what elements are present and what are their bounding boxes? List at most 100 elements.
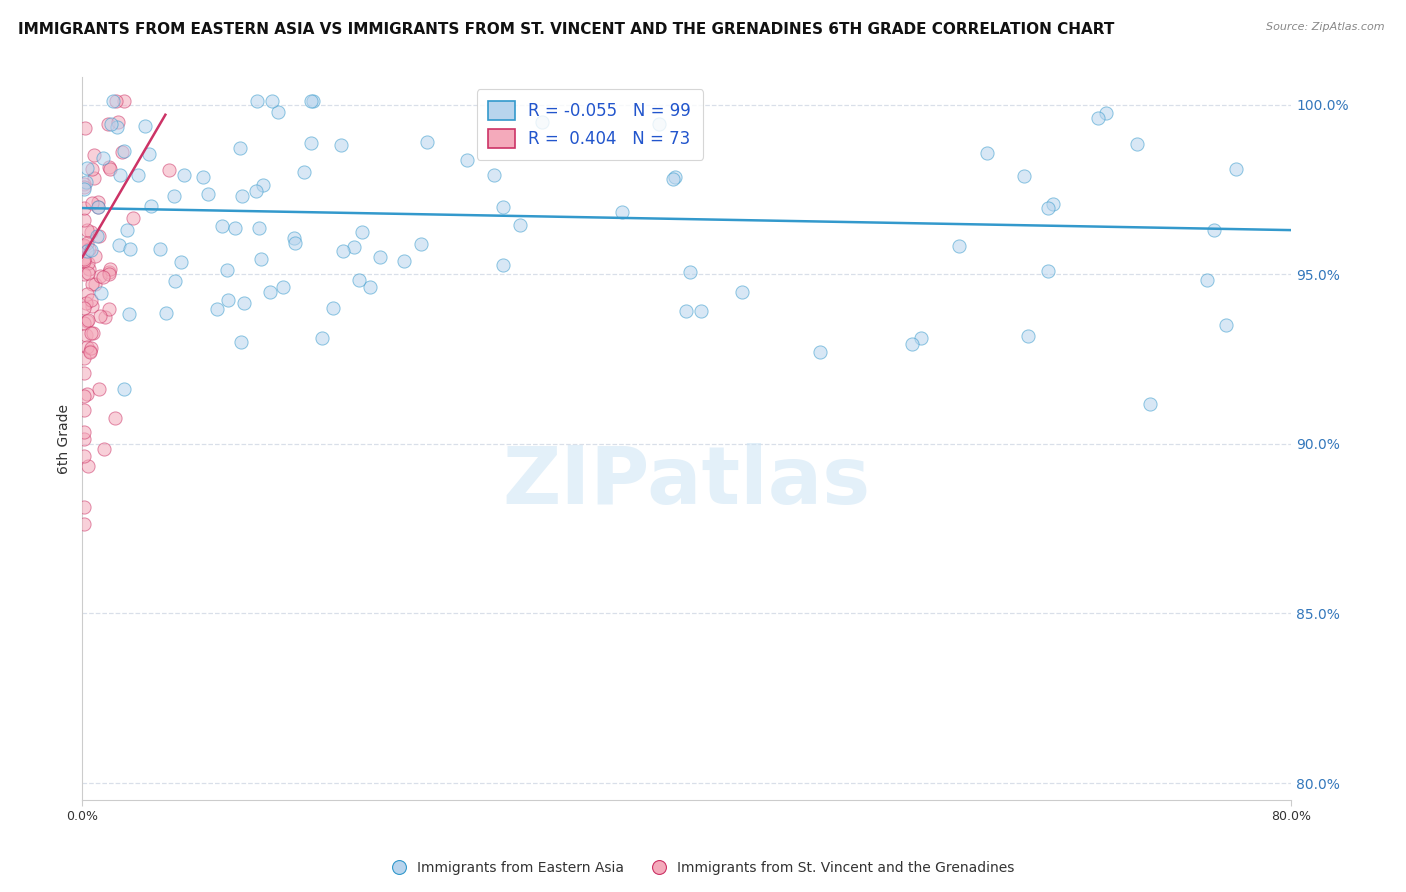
Point [482, 169, 505, 183]
Point [647, 117, 669, 131]
Point [83, 277, 105, 291]
Point [492, 200, 515, 214]
Point [1087, 112, 1109, 126]
Point [98, 162, 121, 177]
Point [77, 266, 100, 280]
Point [409, 237, 432, 252]
Point [901, 337, 924, 351]
Point [197, 187, 219, 202]
Point [87, 200, 110, 214]
Point [260, 94, 283, 108]
Point [112, 144, 135, 158]
Point [73, 182, 96, 196]
Point [731, 285, 754, 300]
Point [110, 168, 132, 182]
Point [224, 221, 246, 235]
Point [1017, 329, 1039, 343]
Point [73, 316, 96, 330]
Point [661, 172, 683, 186]
Point [392, 254, 415, 268]
Point [127, 168, 149, 182]
Point [98, 265, 121, 279]
Point [89, 268, 111, 283]
Point [678, 265, 700, 279]
Point [76, 255, 98, 269]
Point [87, 200, 110, 214]
Point [91, 151, 114, 165]
Point [217, 263, 239, 277]
Point [91, 270, 114, 285]
Point [73, 432, 96, 446]
Point [104, 94, 127, 108]
Point [1038, 201, 1060, 215]
Point [87, 195, 110, 210]
Point [138, 147, 160, 161]
Text: Source: ZipAtlas.com: Source: ZipAtlas.com [1267, 22, 1385, 32]
Point [217, 293, 239, 308]
Point [283, 230, 305, 244]
Point [73, 253, 96, 268]
Point [311, 331, 333, 345]
Point [249, 252, 271, 266]
Point [98, 262, 121, 277]
Point [89, 382, 111, 396]
Point [79, 344, 101, 359]
Point [134, 120, 156, 134]
Point [347, 273, 370, 287]
Point [675, 304, 697, 318]
Point [100, 117, 122, 131]
Point [211, 219, 233, 233]
Point [205, 301, 228, 316]
Point [1204, 223, 1226, 237]
Point [90, 285, 112, 300]
Point [77, 243, 100, 257]
Point [101, 94, 124, 108]
Point [105, 120, 128, 135]
Point [73, 180, 96, 194]
Point [247, 220, 270, 235]
Point [157, 162, 180, 177]
Point [79, 343, 101, 358]
Point [246, 94, 269, 108]
Point [193, 170, 215, 185]
Point [83, 148, 105, 162]
Point [73, 403, 96, 417]
Point [80, 161, 103, 176]
Point [610, 205, 633, 219]
Point [76, 223, 98, 237]
Point [245, 184, 267, 198]
Point [689, 304, 711, 318]
Point [73, 252, 96, 266]
Point [82, 326, 104, 340]
Point [76, 286, 98, 301]
Point [76, 235, 98, 250]
Point [163, 189, 186, 203]
Point [73, 213, 96, 227]
Point [82, 299, 104, 313]
Point [110, 145, 132, 159]
Point [267, 105, 290, 120]
Point [86, 229, 108, 244]
Text: IMMIGRANTS FROM EASTERN ASIA VS IMMIGRANTS FROM ST. VINCENT AND THE GRENADINES 6: IMMIGRANTS FROM EASTERN ASIA VS IMMIGRAN… [18, 22, 1115, 37]
Point [73, 301, 96, 316]
Point [75, 296, 97, 310]
Legend: R = -0.055   N = 99, R =  0.404   N = 73: R = -0.055 N = 99, R = 0.404 N = 73 [477, 89, 703, 160]
Point [509, 218, 531, 232]
Point [122, 211, 145, 226]
Point [76, 244, 98, 258]
Point [233, 296, 256, 310]
Point [76, 312, 98, 326]
Point [97, 117, 120, 131]
Point [75, 121, 97, 136]
Point [530, 115, 553, 129]
Point [139, 199, 162, 213]
Point [155, 306, 177, 320]
Point [368, 251, 391, 265]
Point [120, 242, 142, 256]
Point [76, 161, 98, 175]
Point [343, 240, 366, 254]
Point [112, 94, 135, 108]
Point [301, 94, 323, 108]
Point [115, 223, 138, 237]
Point [97, 302, 120, 317]
